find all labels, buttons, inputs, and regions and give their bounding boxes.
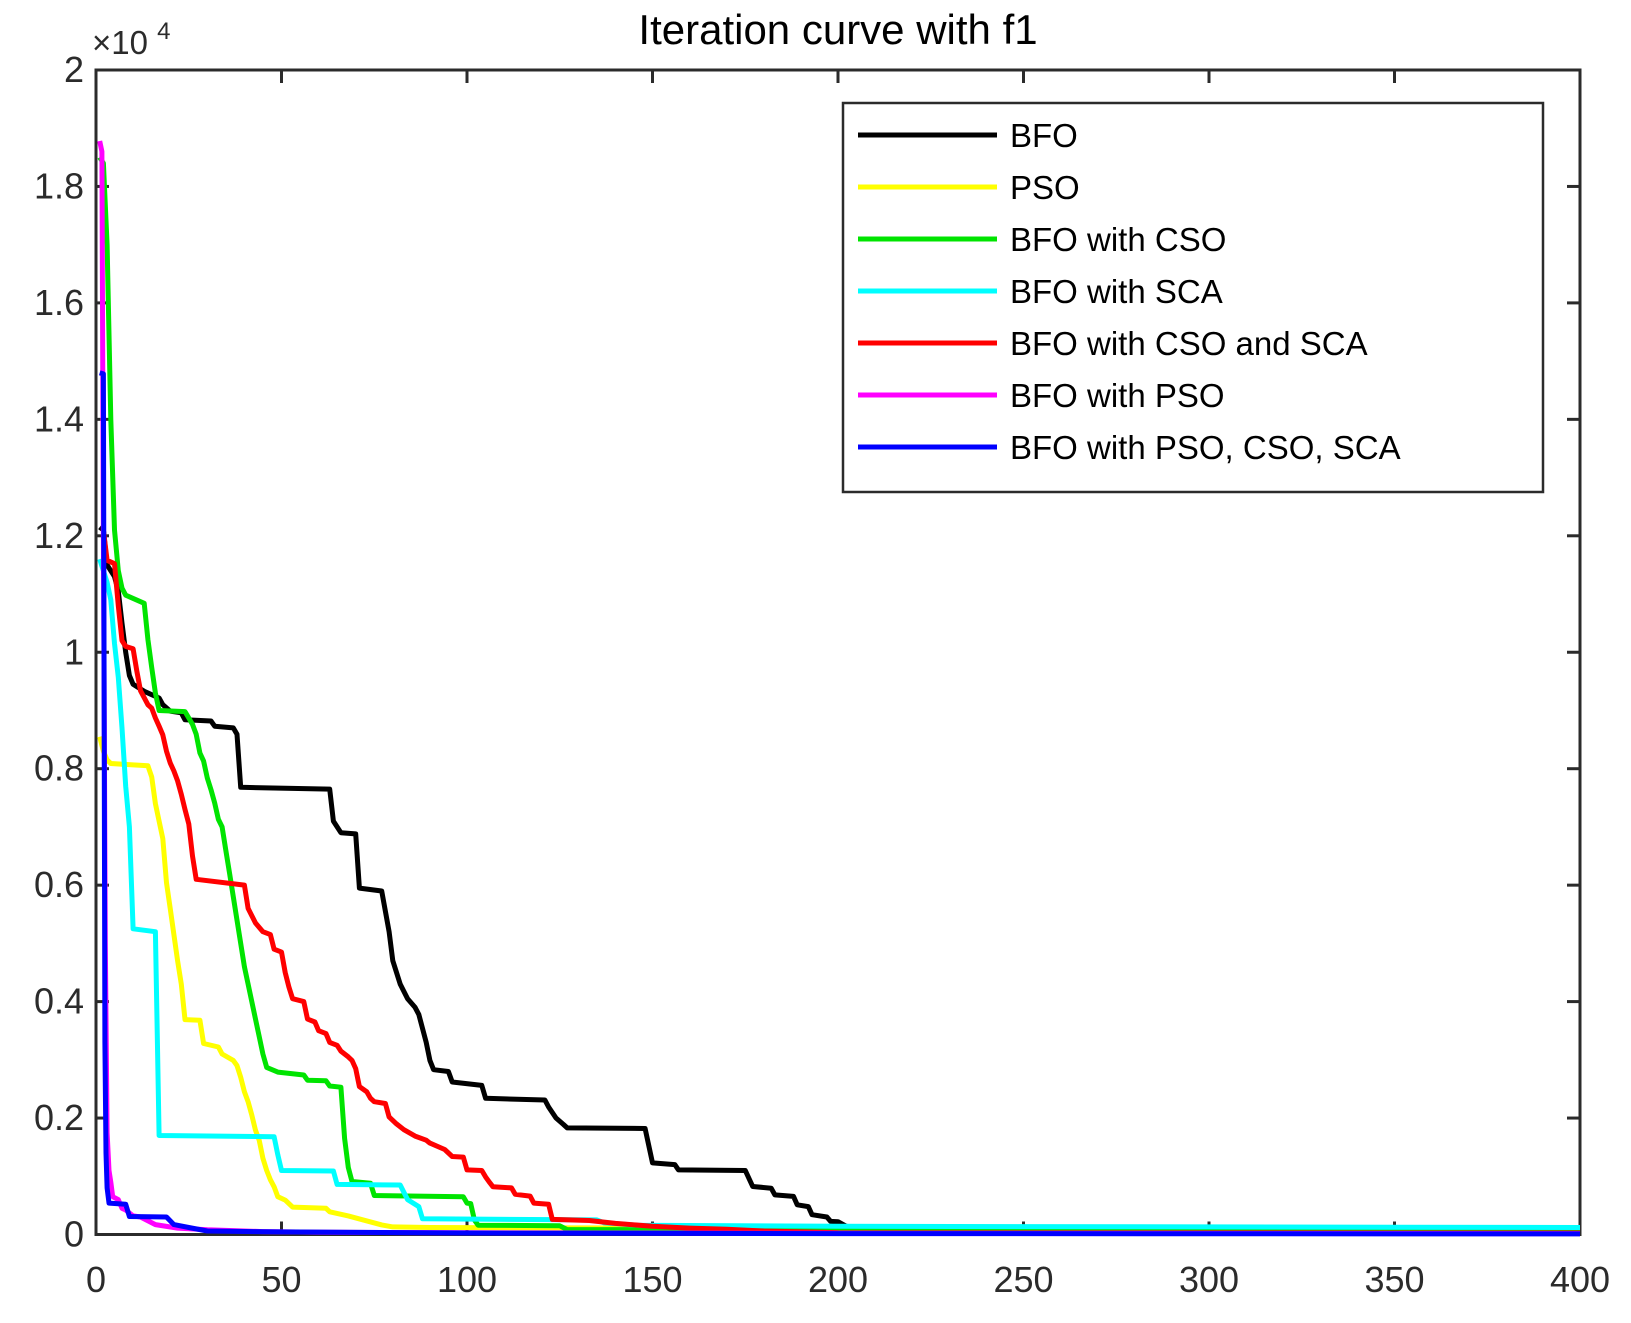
x-tick-label: 100 <box>437 1259 497 1300</box>
legend-label: BFO with CSO and SCA <box>1010 325 1368 362</box>
legend-label: BFO with CSO <box>1010 221 1226 258</box>
y-tick-label: 1 <box>64 631 84 672</box>
x-tick-label: 50 <box>261 1259 301 1300</box>
y-axis-exponent-power: 4 <box>157 18 170 45</box>
x-tick-label: 350 <box>1364 1259 1424 1300</box>
x-tick-label: 0 <box>86 1259 106 1300</box>
x-tick-label: 150 <box>622 1259 682 1300</box>
y-tick-label: 1.8 <box>34 165 84 206</box>
y-tick-label: 0.2 <box>34 1097 84 1138</box>
legend-label: BFO with PSO, CSO, SCA <box>1010 429 1401 466</box>
legend-label: BFO with SCA <box>1010 273 1223 310</box>
legend-box <box>841 101 1545 494</box>
legend-label: PSO <box>1010 169 1080 206</box>
y-tick-label: 0 <box>64 1214 84 1255</box>
y-axis-exponent-base: ×10 <box>92 24 148 61</box>
chart-title: Iteration curve with f1 <box>638 6 1037 53</box>
y-tick-label: 0.8 <box>34 748 84 789</box>
y-tick-label: 1.4 <box>34 398 84 439</box>
x-tick-label: 300 <box>1179 1259 1239 1300</box>
series-line-1 <box>97 736 1581 1234</box>
x-tick-label: 200 <box>808 1259 868 1300</box>
y-tick-label: 0.6 <box>34 864 84 905</box>
legend-label: BFO <box>1010 117 1078 154</box>
legend-label: BFO with PSO <box>1010 377 1225 414</box>
y-tick-label: 1.6 <box>34 282 84 323</box>
series-line-3 <box>97 558 1581 1230</box>
y-tick-label: 1.2 <box>34 515 84 556</box>
series-line-0 <box>98 525 1581 1235</box>
x-tick-label: 400 <box>1550 1259 1610 1300</box>
series-line-4 <box>100 529 1581 1236</box>
y-tick-label: 2 <box>64 49 84 90</box>
y-axis-exponent: ×10 4 <box>92 18 171 61</box>
x-tick-label: 250 <box>993 1259 1053 1300</box>
y-tick-label: 0.4 <box>34 981 84 1022</box>
series-line-6 <box>98 370 1581 1237</box>
